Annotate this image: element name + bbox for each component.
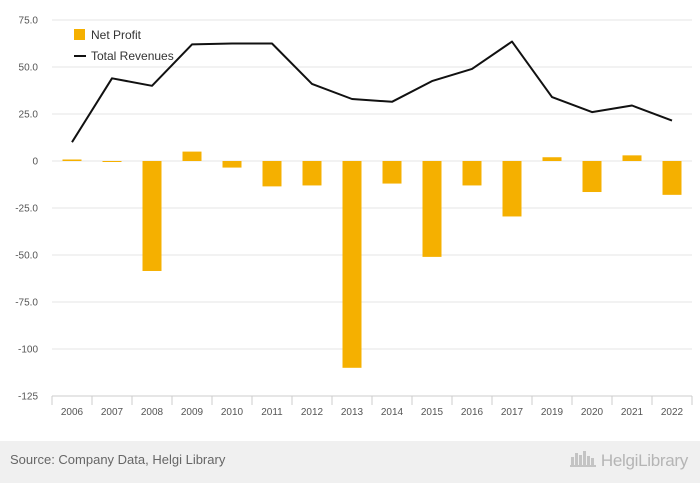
x-tick-label: 2008 [141, 407, 164, 418]
bar-net-profit [382, 161, 402, 184]
y-tick-label: 25.0 [19, 110, 39, 121]
x-tick-label: 2010 [221, 407, 244, 418]
building-skyline-icon [569, 448, 596, 473]
y-axis-tick-labels: 75.0 50.0 25.0 0 -25.0 -50.0 -75.0 -100 -125 [15, 16, 38, 403]
y-tick-label: -75.0 [15, 298, 38, 309]
y-tick-label: 50.0 [19, 63, 39, 74]
x-tick-label: 2006 [61, 407, 84, 418]
x-tick-label: 2017 [501, 407, 524, 418]
bar-net-profit [582, 161, 602, 193]
bar-net-profit [662, 161, 682, 195]
bar-net-profit [142, 161, 162, 271]
legend-label-net-profit: Net Profit [91, 28, 142, 42]
x-tick-label: 2019 [541, 407, 564, 418]
bar-net-profit [182, 151, 202, 161]
y-tick-label: -100 [18, 345, 38, 356]
bar-net-profit [342, 161, 362, 368]
legend: Net Profit Total Revenues [74, 28, 174, 63]
x-tick-label: 2009 [181, 407, 204, 418]
x-tick-label: 2016 [461, 407, 484, 418]
y-tick-label: 0 [32, 157, 38, 168]
bar-net-profit [62, 159, 82, 161]
bar-net-profit [102, 161, 122, 162]
net-profit-bars [62, 151, 682, 368]
footer: Source: Company Data, Helgi Library Helg… [0, 441, 700, 483]
x-tick-label: 2011 [261, 407, 283, 418]
chart: 75.0 50.0 25.0 0 -25.0 -50.0 -75.0 -100 -125 200… [15, 16, 693, 418]
bar-net-profit [462, 161, 482, 186]
x-tick-label: 2014 [381, 407, 404, 418]
brand[interactable]: HelgiLibrary [569, 448, 688, 473]
x-tick-label: 2015 [421, 407, 444, 418]
legend-label-total-revenues: Total Revenues [91, 49, 174, 63]
total-revenues-line [71, 40, 673, 143]
line-total-revenues [71, 40, 673, 143]
y-tick-label: -50.0 [15, 251, 38, 262]
x-axis: 2006 2007 2008 2009 2010 2011 2012 2013 2014 2015… [51, 395, 693, 418]
bar-net-profit [222, 161, 242, 168]
x-tick-label: 2021 [621, 407, 644, 418]
x-tick-label: 2013 [341, 407, 364, 418]
source-text: Source: Company Data, Helgi Library [10, 452, 226, 467]
x-tick-label: 2007 [101, 407, 124, 418]
bar-net-profit [502, 161, 522, 217]
bar-net-profit [302, 161, 322, 186]
bar-net-profit [422, 161, 442, 257]
legend-swatch-net-profit [74, 29, 85, 40]
x-tick-label: 2022 [661, 407, 684, 418]
y-tick-label: -25.0 [15, 204, 38, 215]
x-tick-label: 2020 [581, 407, 604, 418]
bar-net-profit [262, 161, 282, 187]
x-tick-label: 2012 [301, 407, 324, 418]
bar-net-profit [622, 155, 642, 161]
y-tick-label: 75.0 [19, 16, 39, 27]
y-tick-label: -125 [18, 392, 38, 403]
bar-net-profit [542, 157, 562, 161]
brand-name: HelgiLibrary [600, 450, 688, 470]
